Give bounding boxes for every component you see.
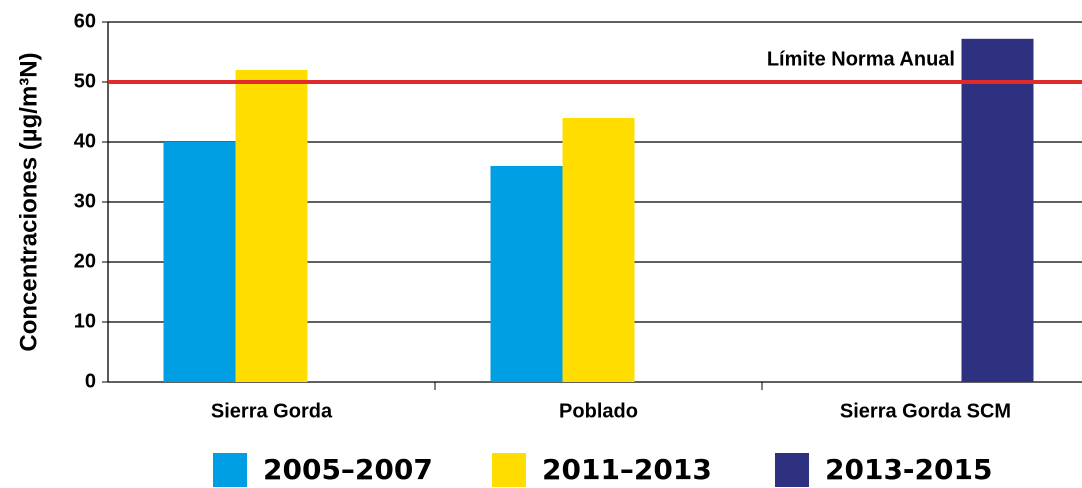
legend-swatch bbox=[213, 453, 247, 487]
bar bbox=[562, 118, 635, 382]
y-tick-label: 60 bbox=[74, 10, 96, 32]
x-tick-label: Sierra Gorda SCM bbox=[840, 400, 1011, 422]
legend-swatch bbox=[775, 453, 809, 487]
y-tick-label: 40 bbox=[74, 130, 96, 152]
y-axis-label: Concentraciones (µg/m³N) bbox=[15, 52, 42, 351]
bar bbox=[961, 38, 1034, 383]
legend-label: 2013-2015 bbox=[825, 453, 992, 486]
reference-label: Límite Norma Anual bbox=[767, 48, 955, 70]
y-tick-label: 30 bbox=[74, 190, 96, 212]
y-tick-label: 0 bbox=[85, 370, 96, 392]
y-tick-label: 10 bbox=[74, 310, 96, 332]
bar bbox=[163, 142, 236, 382]
x-tick-label: Poblado bbox=[559, 400, 638, 422]
x-tick-label: Sierra Gorda bbox=[211, 400, 333, 422]
legend-label: 2011–2013 bbox=[542, 453, 712, 486]
bar bbox=[490, 166, 563, 382]
legend-swatch bbox=[492, 453, 526, 487]
bar bbox=[235, 70, 308, 382]
y-tick-label: 20 bbox=[74, 250, 96, 272]
y-tick-label: 50 bbox=[74, 70, 96, 92]
legend-label: 2005–2007 bbox=[263, 453, 433, 486]
